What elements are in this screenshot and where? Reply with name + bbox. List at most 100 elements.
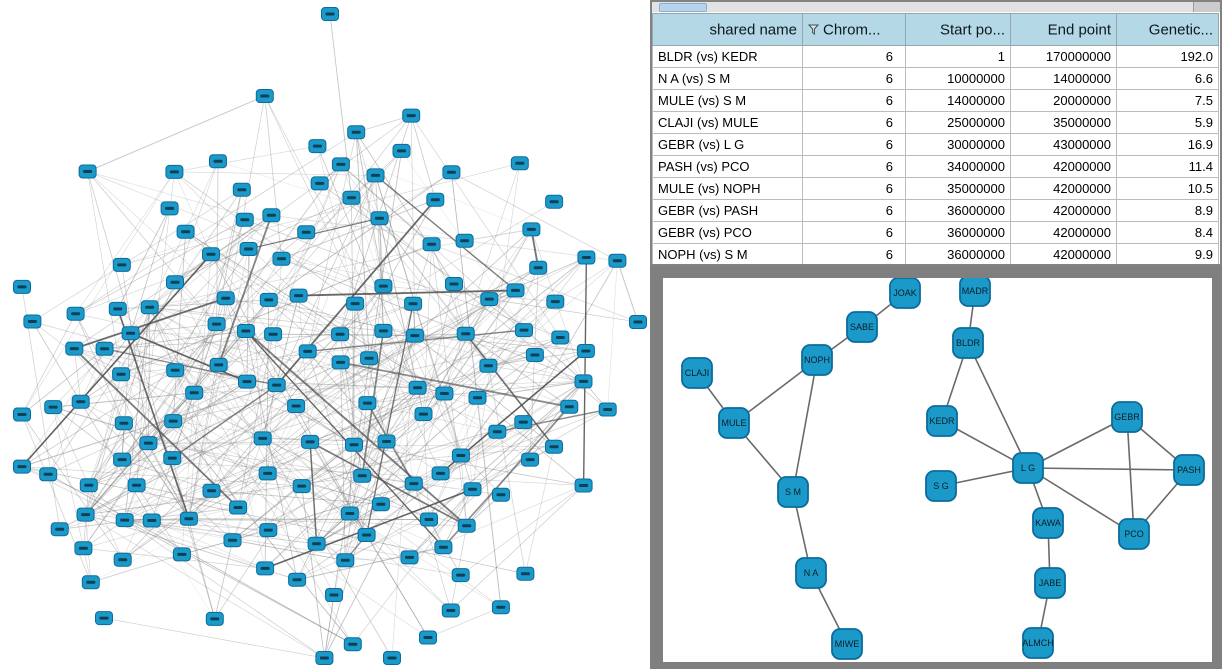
overview-node[interactable] bbox=[342, 190, 361, 205]
overview-node[interactable] bbox=[209, 357, 228, 372]
column-header-1[interactable]: Chrom... bbox=[802, 13, 906, 46]
overview-node[interactable] bbox=[343, 637, 362, 652]
overview-edge[interactable] bbox=[83, 258, 282, 549]
overview-edge[interactable] bbox=[379, 172, 452, 219]
overview-edge[interactable] bbox=[216, 323, 441, 474]
overview-edge[interactable] bbox=[85, 459, 123, 515]
overview-node[interactable] bbox=[521, 452, 540, 467]
overview-node[interactable] bbox=[331, 355, 350, 370]
overview-node[interactable] bbox=[292, 479, 311, 494]
overview-edge[interactable] bbox=[244, 219, 561, 338]
overview-node[interactable] bbox=[576, 344, 595, 358]
overview-node[interactable] bbox=[346, 296, 365, 311]
overview-edge[interactable] bbox=[80, 401, 233, 541]
overview-node[interactable] bbox=[545, 439, 563, 454]
overview-edge[interactable] bbox=[477, 337, 561, 398]
overview-edge[interactable] bbox=[414, 290, 516, 336]
overview-node[interactable] bbox=[463, 482, 482, 497]
overview-node[interactable] bbox=[404, 296, 423, 311]
overview-node[interactable] bbox=[515, 323, 533, 338]
overview-node[interactable] bbox=[405, 328, 424, 343]
overview-edge[interactable] bbox=[268, 299, 418, 389]
overview-node[interactable] bbox=[216, 291, 235, 306]
network-node-PASH[interactable]: PASH bbox=[1173, 454, 1205, 486]
overview-node[interactable] bbox=[522, 222, 541, 237]
overview-node[interactable] bbox=[546, 294, 565, 309]
network-node-GEBR[interactable]: GEBR bbox=[1111, 401, 1143, 433]
overview-node[interactable] bbox=[408, 380, 427, 395]
overview-edge[interactable] bbox=[174, 171, 356, 304]
overview-node[interactable] bbox=[78, 164, 97, 179]
overview-edge[interactable] bbox=[32, 321, 346, 561]
overview-node[interactable] bbox=[357, 528, 376, 542]
filtered-network-canvas[interactable]: JOAK SABE NOPH CLAJI MULE S M N A MIWE MADR BLDR K… bbox=[663, 278, 1212, 662]
overview-edge[interactable] bbox=[232, 387, 418, 541]
overview-edge[interactable] bbox=[75, 248, 249, 314]
overview-edge[interactable] bbox=[121, 163, 520, 266]
overview-node[interactable] bbox=[115, 513, 134, 528]
network-node-PCO[interactable]: PCO bbox=[1118, 518, 1150, 550]
overview-edge[interactable] bbox=[262, 437, 387, 442]
table-horizontal-scrollbar[interactable] bbox=[652, 2, 1220, 13]
overview-edge[interactable] bbox=[85, 475, 363, 515]
overview-edge[interactable] bbox=[340, 164, 432, 245]
overview-edge[interactable] bbox=[281, 258, 414, 305]
overview-edge[interactable] bbox=[237, 334, 274, 508]
overview-node[interactable] bbox=[468, 390, 487, 405]
overview-edge[interactable] bbox=[497, 408, 608, 433]
overview-edge[interactable] bbox=[225, 298, 248, 382]
overview-edge[interactable] bbox=[355, 132, 455, 285]
overview-edge[interactable] bbox=[149, 306, 341, 335]
overview-edge[interactable] bbox=[88, 381, 248, 486]
overview-node[interactable] bbox=[259, 292, 278, 307]
network-edge-LG-GEBR[interactable] bbox=[1027, 416, 1128, 469]
overview-edge[interactable] bbox=[271, 214, 618, 262]
overview-node[interactable] bbox=[441, 603, 460, 618]
overview-node[interactable] bbox=[315, 651, 334, 665]
network-node-MADR[interactable]: MADR bbox=[959, 278, 991, 307]
network-node-MIWE[interactable]: MIWE bbox=[831, 628, 863, 660]
overview-edge[interactable] bbox=[85, 323, 217, 515]
network-node-SM[interactable]: S M bbox=[777, 476, 809, 508]
overview-edge[interactable] bbox=[21, 171, 175, 415]
overview-node[interactable] bbox=[479, 358, 498, 373]
overview-node[interactable] bbox=[179, 511, 198, 526]
overview-edge[interactable] bbox=[522, 260, 618, 423]
overview-node[interactable] bbox=[262, 208, 281, 223]
overview-edge[interactable] bbox=[356, 115, 412, 133]
overview-edge[interactable] bbox=[188, 364, 220, 519]
overview-edge[interactable] bbox=[379, 218, 384, 331]
overview-edge[interactable] bbox=[75, 219, 245, 314]
overview-edge[interactable] bbox=[136, 307, 150, 486]
overview-edge[interactable] bbox=[53, 406, 268, 474]
overview-edge[interactable] bbox=[268, 334, 341, 531]
overview-edge[interactable] bbox=[383, 285, 556, 303]
overview-node[interactable] bbox=[419, 630, 437, 645]
overview-node[interactable] bbox=[431, 466, 450, 481]
overview-edge[interactable] bbox=[188, 335, 416, 519]
overview-edge[interactable] bbox=[85, 485, 302, 515]
overview-edge[interactable] bbox=[85, 420, 174, 515]
overview-node[interactable] bbox=[229, 500, 248, 515]
overview-node[interactable] bbox=[185, 385, 204, 400]
overview-edge[interactable] bbox=[174, 214, 272, 283]
overview-edge[interactable] bbox=[136, 171, 175, 486]
overview-node[interactable] bbox=[112, 367, 131, 382]
overview-edge[interactable] bbox=[75, 171, 175, 314]
overview-node[interactable] bbox=[65, 341, 84, 356]
column-header-4[interactable]: Genetic... bbox=[1116, 13, 1219, 46]
overview-node[interactable] bbox=[23, 314, 42, 329]
overview-edge[interactable] bbox=[351, 197, 608, 410]
overview-edge[interactable] bbox=[174, 145, 318, 173]
overview-node[interactable] bbox=[236, 324, 255, 338]
overview-edge[interactable] bbox=[375, 174, 516, 291]
overview-node[interactable] bbox=[360, 351, 379, 366]
overview-edge[interactable] bbox=[237, 357, 370, 508]
overview-edge[interactable] bbox=[188, 518, 430, 520]
overview-edge[interactable] bbox=[148, 441, 311, 444]
overview-edge[interactable] bbox=[323, 483, 415, 659]
overview-node[interactable] bbox=[442, 165, 461, 180]
overview-node[interactable] bbox=[347, 125, 366, 140]
overview-edge[interactable] bbox=[296, 546, 444, 581]
overview-edge[interactable] bbox=[85, 295, 299, 515]
